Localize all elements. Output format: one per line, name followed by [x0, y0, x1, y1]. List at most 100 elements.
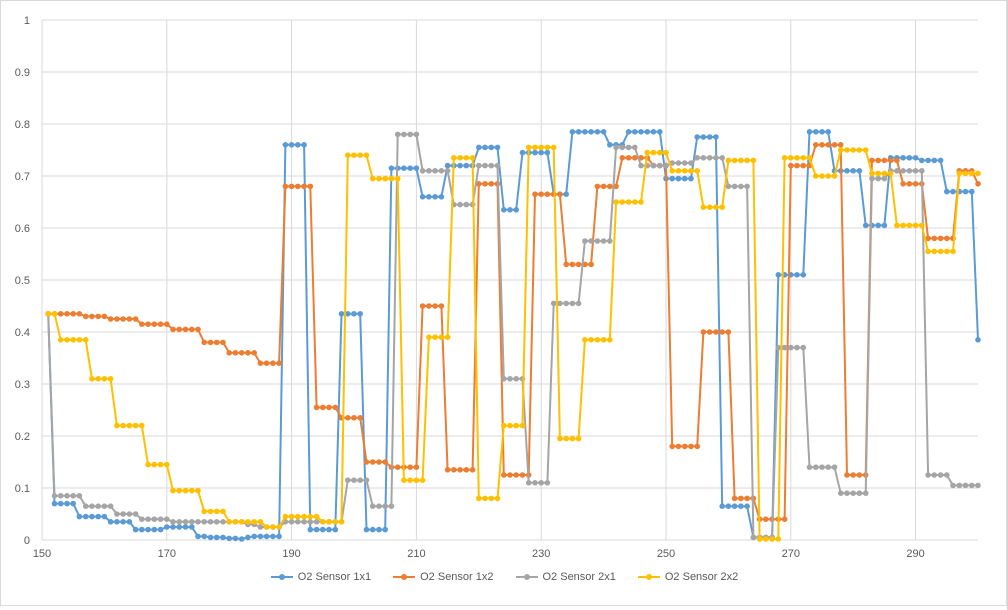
data-point	[575, 435, 582, 442]
data-point	[694, 168, 700, 174]
data-point	[232, 350, 239, 356]
data-point	[257, 524, 264, 530]
data-point	[295, 513, 301, 520]
data-point	[906, 155, 913, 161]
data-point	[369, 175, 376, 182]
data-point	[488, 144, 495, 151]
data-point	[869, 157, 875, 164]
data-point	[594, 129, 601, 135]
data-point	[438, 303, 445, 309]
data-point	[407, 131, 414, 138]
data-point	[257, 360, 264, 367]
legend-item-o2-sensor-1x2: O2 Sensor 1x2	[393, 571, 494, 583]
data-point	[251, 533, 257, 540]
data-point	[270, 360, 276, 367]
data-point	[794, 155, 800, 161]
data-point	[195, 519, 201, 525]
data-point	[763, 516, 769, 522]
data-point	[731, 157, 738, 164]
data-point	[295, 183, 301, 190]
data-point	[744, 495, 750, 502]
data-point	[850, 147, 856, 153]
data-point	[688, 175, 694, 182]
data-point	[70, 337, 76, 343]
data-point	[201, 519, 207, 525]
data-point	[525, 480, 532, 486]
data-point	[788, 162, 794, 169]
data-point	[950, 482, 956, 489]
data-point	[369, 459, 376, 465]
data-point	[887, 170, 894, 177]
data-point	[82, 313, 89, 320]
data-point	[182, 524, 189, 530]
data-point	[388, 165, 395, 171]
data-point	[582, 129, 588, 135]
data-point	[856, 472, 863, 478]
x-tick-label: 270	[782, 548, 800, 560]
data-point	[301, 183, 307, 190]
data-point	[569, 261, 576, 268]
data-point	[931, 248, 938, 255]
data-point	[145, 516, 151, 522]
data-point	[813, 129, 819, 135]
data-point	[887, 157, 894, 164]
data-point	[569, 435, 576, 442]
data-point	[681, 168, 688, 174]
data-point	[831, 464, 838, 471]
data-point	[731, 503, 738, 510]
data-point	[912, 181, 919, 187]
data-point	[919, 222, 925, 229]
data-point	[894, 222, 900, 229]
data-point	[738, 183, 744, 190]
x-tick-label: 170	[158, 548, 176, 560]
data-point	[182, 519, 189, 525]
data-point	[313, 526, 320, 533]
data-point	[694, 155, 700, 161]
data-point	[819, 464, 825, 471]
data-point	[357, 477, 364, 484]
data-point	[906, 181, 913, 187]
data-point	[862, 147, 869, 153]
data-point	[513, 422, 519, 429]
data-point	[376, 459, 382, 465]
data-point	[862, 490, 869, 497]
data-point	[657, 149, 663, 156]
data-point	[719, 329, 725, 335]
data-point	[263, 524, 270, 530]
data-point	[912, 168, 919, 174]
data-point	[107, 316, 114, 322]
data-point	[625, 155, 632, 161]
data-point	[819, 142, 825, 148]
data-point	[794, 272, 800, 278]
data-point	[444, 168, 451, 174]
data-point	[213, 534, 220, 541]
data-point	[669, 443, 675, 450]
data-point	[363, 477, 370, 484]
data-point	[413, 464, 420, 471]
legend: O2 Sensor 1x1 O2 Sensor 1x2 O2 Sensor 2x…	[1, 571, 1007, 583]
data-point	[594, 337, 601, 343]
data-point	[232, 535, 239, 542]
data-point	[844, 147, 850, 153]
data-point	[856, 147, 863, 153]
data-point	[207, 339, 214, 346]
data-point	[313, 519, 320, 525]
x-tick-label: 210	[407, 548, 425, 560]
data-point	[557, 435, 563, 442]
data-point	[245, 534, 251, 541]
data-point	[862, 222, 869, 229]
data-point	[220, 339, 226, 346]
data-point	[95, 513, 101, 520]
data-point	[713, 204, 719, 210]
data-point	[731, 495, 738, 502]
data-point	[351, 477, 357, 484]
data-point	[688, 168, 694, 174]
data-point	[625, 199, 632, 205]
data-point	[900, 155, 906, 161]
data-point	[781, 344, 788, 351]
data-point	[476, 144, 482, 151]
data-point	[151, 516, 158, 522]
data-point	[282, 513, 289, 520]
data-point	[176, 487, 183, 494]
data-point	[575, 129, 582, 135]
